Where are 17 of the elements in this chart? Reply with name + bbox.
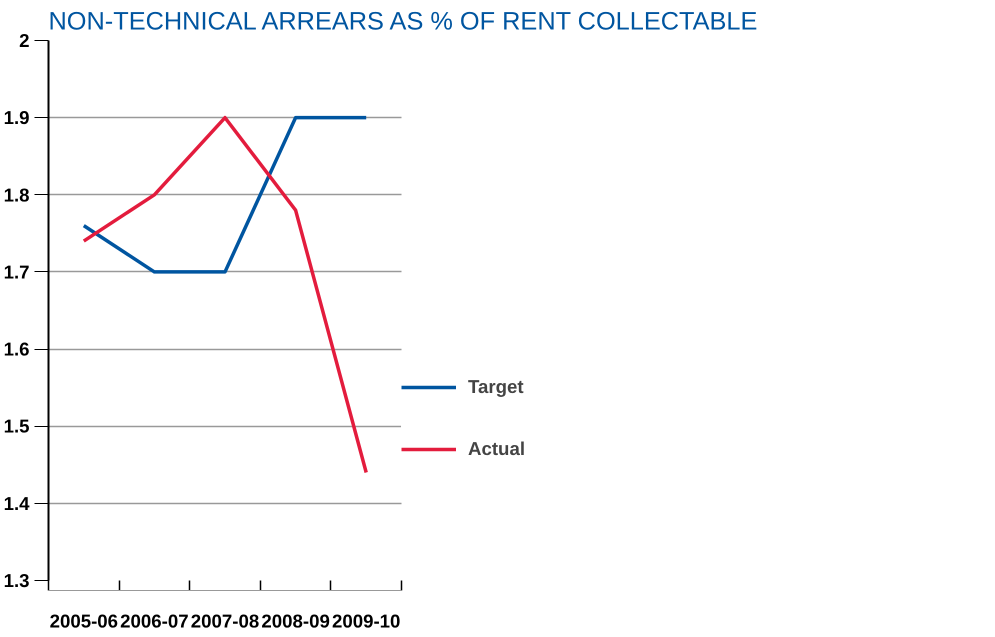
x-tick-label: 2008-09 xyxy=(261,610,330,632)
y-tick-label: 1.8 xyxy=(4,184,30,206)
x-tick-label: 2007-08 xyxy=(190,610,260,632)
line-series xyxy=(82,116,368,474)
y-tick-label: 1.5 xyxy=(4,416,30,437)
x-tick-label: 2009-10 xyxy=(332,610,400,632)
legend-label: Target xyxy=(468,376,524,398)
y-tick-label: 1.7 xyxy=(4,261,30,282)
y-tick-label: 1.9 xyxy=(4,107,30,128)
x-tick-label: 2006-07 xyxy=(120,610,189,632)
x-tick-label: 2005-06 xyxy=(50,610,118,632)
chart-title: NON-TECHNICAL ARREARS AS % OF RENT COLLECTABLE xyxy=(48,8,758,36)
y-tick-label: 1.4 xyxy=(4,492,30,514)
y-tick-label: 2 xyxy=(19,30,30,51)
y-tick-label: 1.6 xyxy=(4,338,30,360)
y-tick-label: 1.3 xyxy=(4,570,30,591)
legend-label: Actual xyxy=(468,438,526,460)
